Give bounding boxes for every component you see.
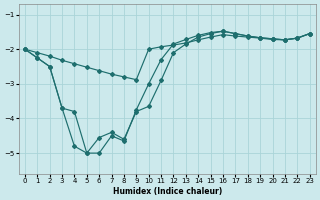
X-axis label: Humidex (Indice chaleur): Humidex (Indice chaleur) <box>113 187 222 196</box>
